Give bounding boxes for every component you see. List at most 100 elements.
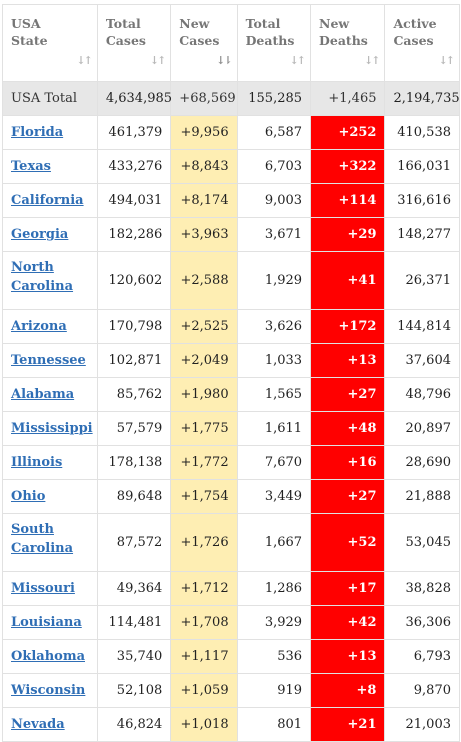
state-cell: Missouri (2, 571, 98, 606)
total-deaths-cell: 1,667 (236, 513, 312, 572)
header-label-line1: Active (393, 16, 437, 31)
state-link[interactable]: Wisconsin (11, 683, 86, 698)
header-usa-state[interactable]: USA State ↓↑ (2, 4, 98, 82)
new-cases-cell: +1,726 (170, 513, 238, 572)
table-row: Wisconsin 52,108 +1,059 919 +8 9,870 (2, 673, 460, 708)
new-deaths-cell: +42 (310, 605, 386, 640)
total-deaths-cell: 1,565 (236, 377, 312, 412)
header-new-cases[interactable]: New Cases ↓⇂ (170, 4, 238, 82)
active-cases-cell: 36,306 (384, 605, 460, 640)
new-cases-cell: +1,117 (170, 639, 238, 674)
header-active-cases[interactable]: Active Cases ↓↑ (384, 4, 460, 82)
total-deaths-cell: 6,587 (236, 115, 312, 150)
state-link[interactable]: Nevada (11, 717, 65, 732)
new-cases-cell: +1,712 (170, 571, 238, 606)
state-link[interactable]: Mississippi (11, 421, 93, 436)
new-cases-cell: +1,980 (170, 377, 238, 412)
table-row: California 494,031 +8,174 9,003 +114 316,616 (2, 183, 460, 218)
state-link[interactable]: Arizona (11, 319, 67, 334)
total-deaths-cell: 3,449 (236, 479, 312, 514)
table-row: Ohio 89,648 +1,754 3,449 +27 21,888 (2, 479, 460, 514)
new-deaths-cell: +52 (310, 513, 386, 572)
sort-icon[interactable]: ↓↑ (364, 54, 381, 67)
header-label-line1: New (179, 16, 210, 31)
table-row: Illinois 178,138 +1,772 7,670 +16 28,690 (2, 445, 460, 480)
header-label-line2: Cases (105, 33, 146, 48)
active-cases-cell: 48,796 (384, 377, 460, 412)
new-cases-cell: +2,049 (170, 343, 238, 378)
new-deaths-cell: +172 (310, 309, 386, 344)
new-deaths-cell: +48 (310, 411, 386, 446)
total-new-deaths-cell: +1,465 (310, 81, 386, 116)
state-link[interactable]: Oklahoma (11, 649, 85, 664)
state-cell: Tennessee (2, 343, 98, 378)
state-link[interactable]: Georgia (11, 227, 69, 242)
total-cases-cell: 461,379 (96, 115, 172, 150)
state-cell: Nevada (2, 707, 98, 742)
state-cell: Georgia (2, 217, 98, 252)
header-total-cases[interactable]: Total Cases ↓↑ (96, 4, 172, 82)
total-cases-cell: 49,364 (96, 571, 172, 606)
new-deaths-cell: +17 (310, 571, 386, 606)
new-cases-cell: +8,174 (170, 183, 238, 218)
total-deaths-cell: 1,033 (236, 343, 312, 378)
state-link[interactable]: Alabama (11, 387, 75, 402)
total-deaths-cell: 3,671 (236, 217, 312, 252)
total-deaths-cell: 1,286 (236, 571, 312, 606)
table-row: Tennessee 102,871 +2,049 1,033 +13 37,604 (2, 343, 460, 378)
total-cases-cell: 4,634,985 (96, 81, 172, 116)
new-deaths-cell: +114 (310, 183, 386, 218)
state-cell: California (2, 183, 98, 218)
state-link[interactable]: South Carolina (11, 522, 74, 556)
total-cases-cell: 182,286 (96, 217, 172, 252)
active-cases-cell: 28,690 (384, 445, 460, 480)
total-cases-cell: 120,602 (96, 251, 172, 310)
state-link[interactable]: Texas (11, 159, 51, 174)
total-cases-cell: 178,138 (96, 445, 172, 480)
new-cases-cell: +1,059 (170, 673, 238, 708)
active-cases-cell: 148,277 (384, 217, 460, 252)
new-deaths-cell: +27 (310, 377, 386, 412)
total-cases-cell: 433,276 (96, 149, 172, 184)
new-cases-cell: +2,588 (170, 251, 238, 310)
new-deaths-cell: +13 (310, 343, 386, 378)
state-link[interactable]: Illinois (11, 455, 63, 470)
state-cell: South Carolina (2, 513, 98, 572)
header-new-deaths[interactable]: New Deaths ↓↑ (310, 4, 386, 82)
table-row: South Carolina 87,572 +1,726 1,667 +52 53,045 (2, 513, 460, 572)
sort-icon[interactable]: ↓↑ (289, 54, 307, 67)
new-cases-cell: +2,525 (170, 309, 238, 344)
table-row: Florida 461,379 +9,956 6,587 +252 410,538 (2, 115, 460, 150)
total-cases-cell: 35,740 (96, 639, 172, 674)
state-link[interactable]: Florida (11, 125, 64, 140)
active-cases-cell: 144,814 (384, 309, 460, 344)
new-deaths-cell: +41 (310, 251, 386, 310)
state-link[interactable]: Ohio (11, 489, 46, 504)
state-link[interactable]: Louisiana (11, 615, 82, 630)
header-row: USA State ↓↑ Total Cases ↓↑ New Cases ↓⇂… (2, 4, 460, 82)
total-cases-cell: 170,798 (96, 309, 172, 344)
new-deaths-cell: +8 (310, 673, 386, 708)
active-cases-cell: 38,828 (384, 571, 460, 606)
active-cases-cell: 37,604 (384, 343, 460, 378)
state-link[interactable]: California (11, 193, 84, 208)
state-cell: Arizona (2, 309, 98, 344)
table-row: Georgia 182,286 +3,963 3,671 +29 148,277 (2, 217, 460, 252)
header-total-deaths[interactable]: Total Deaths ↓↑ (236, 4, 312, 82)
total-deaths-cell: 536 (236, 639, 312, 674)
state-link[interactable]: North Carolina (11, 260, 74, 294)
state-link[interactable]: Tennessee (11, 353, 86, 368)
sort-icon[interactable]: ↓↑ (76, 54, 93, 67)
total-cases-cell: 57,579 (96, 411, 172, 446)
table-row: Missouri 49,364 +1,712 1,286 +17 38,828 (2, 571, 460, 606)
state-cell: Mississippi (2, 411, 98, 446)
header-label-line2: Deaths (245, 33, 295, 48)
sort-icon[interactable]: ↓↑ (149, 54, 167, 67)
total-cases-cell: 52,108 (96, 673, 172, 708)
total-deaths-cell: 919 (236, 673, 312, 708)
sort-desc-icon[interactable]: ↓⇂ (216, 54, 233, 67)
sort-icon[interactable]: ↓↑ (438, 54, 456, 67)
state-link[interactable]: Missouri (11, 581, 75, 596)
table-body: USA Total 4,634,985 +68,569 155,285 +1,4… (2, 81, 460, 742)
active-cases-cell: 316,616 (384, 183, 460, 218)
